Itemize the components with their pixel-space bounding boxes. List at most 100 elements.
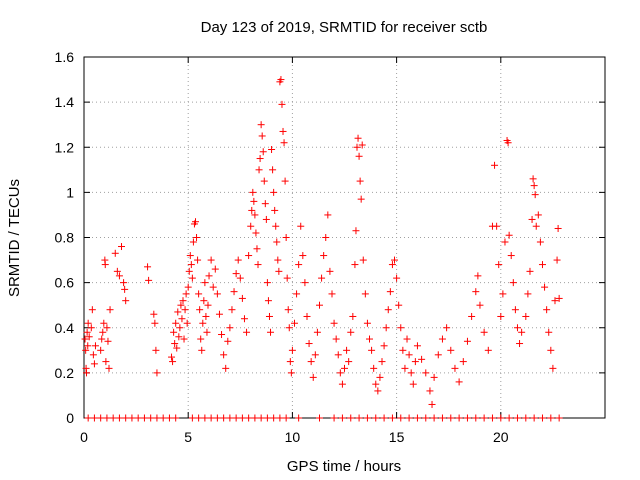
data-point (120, 279, 128, 287)
data-point (230, 288, 238, 296)
data-point (507, 252, 515, 260)
data-point (186, 252, 194, 260)
data-point (459, 358, 467, 366)
data-point (271, 206, 279, 214)
data-point (118, 243, 126, 251)
data-point (207, 414, 215, 422)
data-point (243, 328, 251, 336)
data-point (397, 324, 405, 332)
data-point (211, 265, 219, 273)
data-point (245, 414, 253, 422)
data-point (98, 335, 106, 343)
y-tick-label: 0.6 (55, 275, 75, 291)
data-point (491, 161, 499, 169)
data-point (430, 373, 438, 381)
data-point (102, 358, 110, 366)
y-tick-label: 1.4 (55, 94, 75, 110)
data-point (257, 121, 265, 129)
data-points (81, 76, 563, 422)
data-point (363, 414, 371, 422)
x-tick-label: 20 (493, 429, 509, 445)
data-point (438, 335, 446, 343)
data-point (121, 285, 129, 293)
data-point (134, 414, 142, 422)
data-point (151, 319, 159, 327)
data-point (345, 358, 353, 366)
data-point (85, 333, 93, 341)
data-point (529, 175, 537, 183)
data-point (513, 414, 521, 422)
data-point (84, 319, 92, 327)
data-point (153, 369, 161, 377)
data-point (180, 335, 188, 343)
data-point (181, 306, 189, 314)
data-point (105, 364, 113, 372)
data-point (468, 312, 476, 320)
data-point (288, 346, 296, 354)
data-point (368, 346, 376, 354)
data-point (526, 267, 534, 275)
data-point (275, 267, 283, 275)
data-point (201, 279, 209, 287)
data-point (504, 139, 512, 147)
data-point (353, 143, 361, 151)
x-tick-label: 5 (184, 429, 192, 445)
data-point (554, 224, 562, 232)
data-point (516, 340, 524, 348)
data-point (189, 238, 197, 246)
data-point (295, 261, 303, 269)
y-tick-label: 0.8 (55, 230, 75, 246)
data-point (256, 155, 264, 163)
data-point (197, 335, 205, 343)
data-point (177, 301, 185, 309)
data-point (209, 283, 217, 291)
data-point (283, 274, 291, 282)
data-point (361, 290, 369, 298)
data-point (106, 306, 114, 314)
data-point (380, 414, 388, 422)
data-point (280, 139, 288, 147)
data-point (262, 215, 270, 223)
data-point (530, 414, 538, 422)
data-point (493, 222, 501, 230)
data-point (173, 344, 181, 352)
data-point (530, 182, 538, 190)
data-point (200, 297, 208, 305)
data-point (175, 333, 183, 341)
data-point (174, 308, 182, 316)
data-point (153, 414, 161, 422)
data-point (218, 331, 226, 339)
data-point (549, 364, 557, 372)
data-point (270, 414, 278, 422)
data-point (238, 414, 246, 422)
data-point (413, 342, 421, 350)
data-point (399, 346, 407, 354)
data-point (84, 414, 92, 422)
data-point (234, 256, 242, 264)
data-point (198, 346, 206, 354)
data-point (222, 364, 230, 372)
data-point (553, 256, 561, 264)
data-point (111, 249, 119, 257)
data-point (334, 351, 342, 359)
data-point (204, 301, 212, 309)
data-point (326, 267, 334, 275)
data-point (405, 351, 413, 359)
data-point (355, 152, 363, 160)
data-point (202, 312, 210, 320)
data-point (261, 200, 269, 208)
y-tick-label: 0 (66, 410, 74, 426)
data-point (538, 414, 546, 422)
data-point (213, 290, 221, 298)
data-point (356, 177, 364, 185)
data-point (147, 414, 155, 422)
data-point (90, 414, 98, 422)
data-point (207, 256, 215, 264)
data-point (343, 346, 351, 354)
data-point (144, 263, 152, 271)
data-point (341, 364, 348, 372)
data-point (287, 369, 295, 377)
data-point (307, 358, 315, 366)
data-point (128, 414, 136, 422)
data-point (89, 351, 97, 359)
